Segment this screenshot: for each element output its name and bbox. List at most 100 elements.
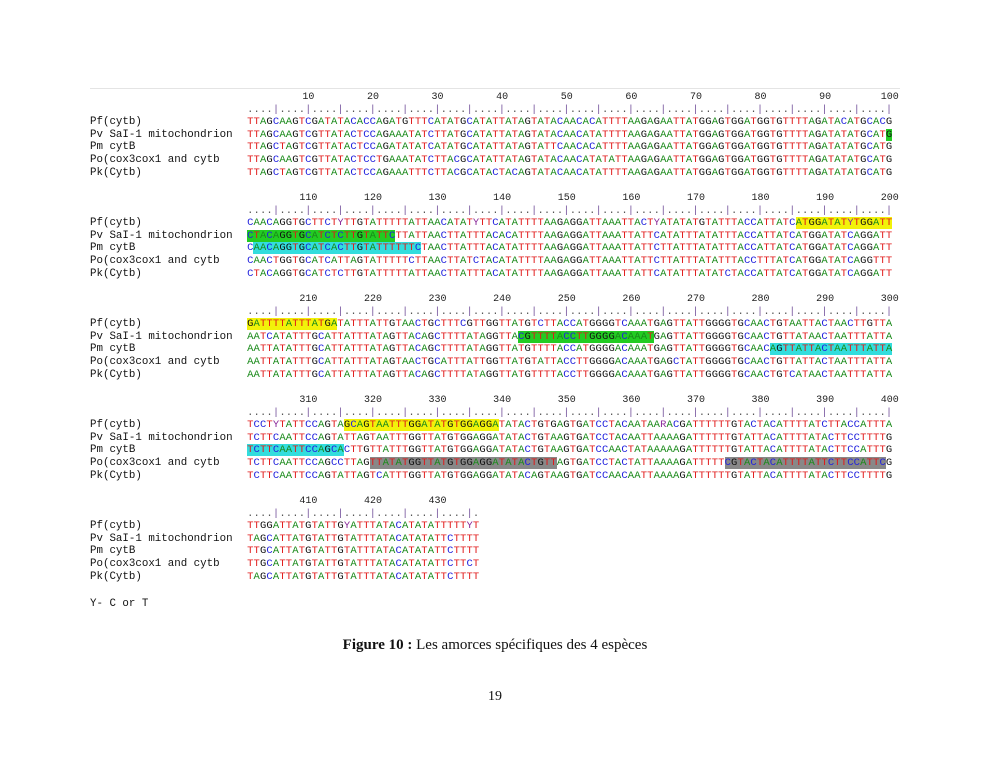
position-tick-label: 420 [363,496,382,507]
position-tick-label: 290 [816,294,835,305]
position-tick-label: 330 [428,395,447,406]
position-tick-label: 30 [431,92,444,103]
position-tick-label: 300 [880,294,899,305]
sequence-label: Pm cytB [90,343,136,356]
position-tick-label: 90 [819,92,832,103]
sequence-row: AATTATATTTGCATTATTTATAGTTACAGCTTTTATAGGT… [247,368,893,381]
sequence-row: CAACAGGTGCATCACTTGTATTTTTTCTAACTTATTTACA… [247,242,893,255]
position-tick-label: 70 [689,92,702,103]
alignment-block: 310 320 330 340 350 360 370 380 390 400 ....|....|… [0,395,990,490]
position-tick-label: 230 [428,294,447,305]
position-ruler: ....|....|....|....|....|....|....|....|… [247,407,893,419]
sequence-label: Pf(cytb) [90,318,142,330]
sequence-row: CTACAGGTGCATCTCTTGTATTTTTATTAACTTATTTACA… [247,267,893,280]
position-tick-label: 380 [751,395,770,406]
position-tick-label: 100 [880,92,899,103]
sequence-row: CTACAGGTGCATCTCTTGTATTCTTATTAACTTATTTACA… [247,229,893,242]
sequence-label: Pk(Cytb) [90,166,142,179]
position-tick-label: 60 [625,92,638,103]
position-tick-label: 80 [754,92,767,103]
position-tick-label: 210 [299,294,318,305]
sequence-label: Pv SaI-1 mitochondrion [90,532,233,545]
figure-caption-text: Les amorces spécifiques des 4 espèces [412,637,648,653]
position-ruler: ....|....|....|....|....|....|....|....|… [247,306,893,318]
position-tick-label: 170 [686,193,705,204]
sequence-row: TCTTCAATTCCAGCACTTGTTATTTGGTTATGTGGAGGAT… [247,444,893,457]
sequence-row: TTAGCAAGTCGATATACACCAGATGTTTCATATGCATATT… [247,116,893,128]
alignment-block: 410 420 430 ....|....|....|....|....|....|.… [0,496,990,591]
sequence-label: Pm cytB [90,444,136,457]
position-tick-label: 360 [622,395,641,406]
position-tick-label: 20 [366,92,379,103]
sequence-row: TAGCATTATGTATTGTATTTATACATATATTCTTTT [247,532,480,545]
sequence-label: Pv SaI-1 mitochondrion [90,128,233,141]
sequence-row: CAACAGGTGCTTCTYTTGTATTTTTATTAACATATYTTCA… [247,217,893,229]
position-tick-label: 50 [560,92,573,103]
sequence-label: Pv SaI-1 mitochondrion [90,330,233,343]
position-tick-label: 110 [299,193,318,204]
figure-caption: Figure 10 : Les amorces spécifiques des … [0,637,990,654]
sequence-row: TAGCATTATGTATTGTATTTATACATATATTCTTTT [247,570,480,583]
position-tick-label: 220 [363,294,382,305]
figure-label: Figure 10 : [342,637,413,653]
position-tick-label: 370 [686,395,705,406]
position-tick-label: 120 [363,193,382,204]
position-tick-label: 310 [299,395,318,406]
sequence-row: TCTTCAATTCCAGTATTAGTAATTTGGTTATGTGGAGGAT… [247,431,893,444]
sequence-row: AATTATATTTGCATTATTTATAGTTACAGCTTTTATAGGT… [247,343,893,356]
position-tick-label: 270 [686,294,705,305]
sequence-row: TTAGCTAGTCGTTATACTCCAGATATATCATATGCATATT… [247,141,893,154]
sequence-label: Pm cytB [90,242,136,255]
position-tick-label: 390 [816,395,835,406]
position-tick-label: 400 [880,395,899,406]
sequence-row: TCTTCAATTCCAGTATTAGTCATTTGGTTATGTGGAGGAT… [247,469,893,482]
position-tick-label: 320 [363,395,382,406]
position-tick-label: 250 [557,294,576,305]
ambiguity-note: Y- C or T [90,598,149,610]
position-ruler: ....|....|....|....|....|....|....|....|… [247,205,893,217]
sequence-label: Po(cox3cox1 and cytb [90,356,220,369]
sequence-label: Pk(Cytb) [90,469,142,482]
alignment-block: 210 220 230 240 250 260 270 280 290 300 ....|....|… [0,294,990,389]
position-tick-label: 130 [428,193,447,204]
sequence-label: Po(cox3cox1 and cytb [90,255,220,268]
position-ruler: ....|....|....|....|....|....|....|. [247,508,480,520]
position-tick-label: 150 [557,193,576,204]
sequence-row: TTAGCAAGTCGTTATACTCCTGAAATATCTTACGCATATT… [247,154,893,167]
alignment-block: 110 120 130 140 150 160 170 180 190 200 ....|....|… [0,193,990,288]
sequence-label: Pk(Cytb) [90,267,142,280]
sequence-row: TTAGCAAGTCGTTATACTCCAGAAATATCTTATGCATATT… [247,128,893,141]
position-tick-label: 340 [493,395,512,406]
sequence-row: AATCATATTTGCATTATTTATAGTTACAGCTTTTATAGGT… [247,330,893,343]
sequence-row: TTGCATTATGTATTGTATTTATACATATATTCTTCT [247,558,480,571]
position-tick-label: 200 [880,193,899,204]
position-tick-label: 10 [302,92,315,103]
position-tick-label: 180 [751,193,770,204]
position-tick-label: 430 [428,496,447,507]
page-number: 19 [488,689,502,704]
sequence-row: GATTTTATTTATGATATTTATTGTAACTGCTTTCGTTGGT… [247,318,893,330]
position-tick-label: 350 [557,395,576,406]
position-ruler: ....|....|....|....|....|....|....|....|… [247,104,893,116]
position-tick-label: 410 [299,496,318,507]
sequence-label: Pv SaI-1 mitochondrion [90,431,233,444]
sequence-label: Pm cytB [90,141,136,154]
sequence-row: TTGGATTATGTATTGYATTTATACATATATTTTTYT [247,520,480,532]
sequence-label: Pf(cytb) [90,520,142,532]
position-tick-label: 160 [622,193,641,204]
sequence-label: Pf(cytb) [90,217,142,229]
sequence-label: Pv SaI-1 mitochondrion [90,229,233,242]
sequence-label: Pk(Cytb) [90,368,142,381]
sequence-row: TCTTCAATTCCAGCCTTAGTTATATGGTTATGTGGAGGAT… [247,457,893,470]
sequence-label: Pm cytB [90,545,136,558]
page-rule [90,88,900,89]
position-tick-label: 280 [751,294,770,305]
sequence-row: TCCTYTATTCCAGTAGCAGTAATTTGGATATGTGGAGGAT… [247,419,893,431]
sequence-label: Pf(cytb) [90,116,142,128]
position-tick-label: 260 [622,294,641,305]
sequence-row: TTGCATTATGTATTGTATTTATACATATATTCTTTT [247,545,480,558]
sequence-label: Pf(cytb) [90,419,142,431]
sequence-row: AATTATATTTGCATTATTTATAGTAACTGCATTTATTGGT… [247,356,893,369]
sequence-label: Po(cox3cox1 and cytb [90,154,220,167]
sequence-label: Pk(Cytb) [90,570,142,583]
